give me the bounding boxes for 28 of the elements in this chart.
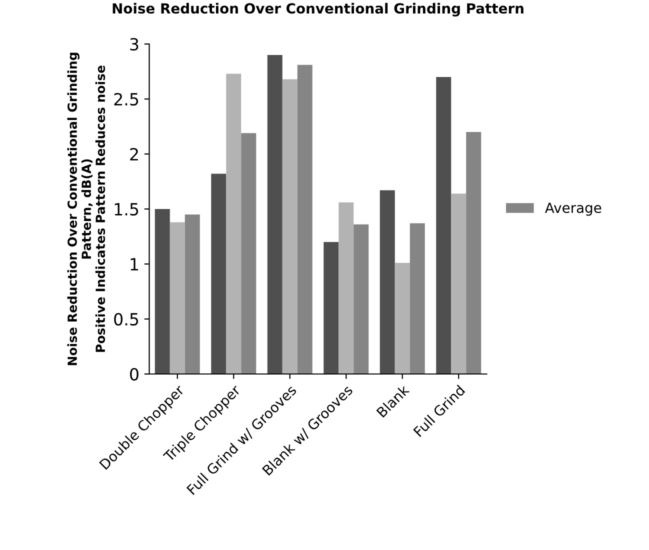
legend-label: Average	[544, 202, 602, 216]
bar	[410, 223, 425, 374]
y-tick-label: 1	[130, 258, 138, 270]
bar	[380, 190, 395, 374]
bar	[211, 174, 226, 374]
bar	[354, 224, 369, 374]
y-tick-label: 2	[130, 148, 138, 160]
bar	[436, 77, 452, 374]
y-tick-label: 0.5	[114, 312, 138, 326]
y-tick-label: 0	[130, 368, 138, 381]
bar	[324, 242, 339, 374]
bar	[466, 132, 482, 374]
y-tick-label: 2.5	[114, 92, 138, 106]
bar	[170, 222, 185, 374]
bar	[282, 79, 298, 374]
bar	[226, 74, 242, 374]
y-axis-title: Noise Reduction Over Conventional Grinding Pattern, dB(A) Positive Indicates Pattern Reduces noise	[67, 52, 106, 366]
bar	[338, 202, 354, 374]
bar	[154, 209, 170, 374]
bar	[394, 262, 410, 374]
bar	[267, 55, 282, 374]
bar	[241, 133, 256, 374]
y-tick-label: 3	[130, 38, 138, 51]
chart-title: Noise Reduction Over Conventional Grinding Pattern	[112, 2, 524, 16]
bar	[297, 64, 312, 374]
bar	[184, 214, 200, 374]
y-tick-label: 1.5	[114, 203, 138, 216]
bar	[451, 194, 466, 374]
